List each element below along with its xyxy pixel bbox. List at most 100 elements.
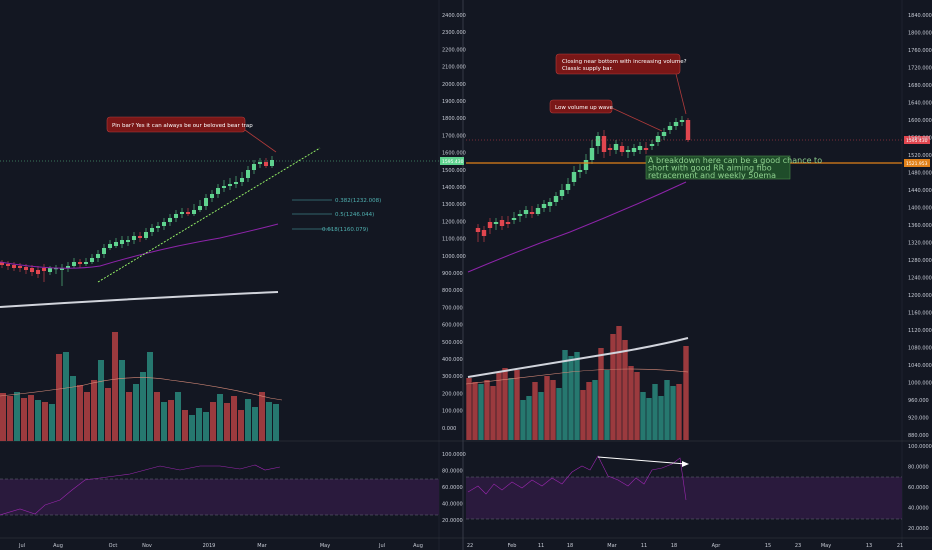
right-candle-body	[589, 148, 595, 160]
right-volume-bar	[664, 380, 670, 440]
left-volume-bar	[203, 412, 209, 441]
left-volume-bar	[49, 404, 55, 441]
right-candle-body	[565, 184, 571, 190]
left-time-tick: Nov	[142, 543, 152, 549]
right-candle-body	[601, 136, 607, 152]
right-volume-bar	[520, 400, 526, 440]
left-volume-bar	[245, 399, 251, 441]
right-price-tag	[904, 136, 930, 144]
right-time-tick: Mar	[607, 543, 617, 549]
left-volume-bar	[273, 404, 279, 441]
left-volume-bar	[161, 402, 167, 441]
right-volume-bar	[472, 382, 478, 440]
right-volume-bar	[538, 392, 544, 440]
right-candle-body	[643, 148, 649, 150]
svg-text:1595.430: 1595.430	[906, 138, 928, 144]
right-candle-body	[595, 136, 601, 146]
left-candle-body	[150, 228, 154, 232]
left-candle-body	[138, 236, 142, 238]
right-volume-bar	[478, 384, 484, 440]
right-volume-bar	[502, 368, 508, 440]
right-time-tick: Apr	[712, 543, 722, 549]
left-candle-body	[78, 262, 82, 264]
left-volume-bar	[259, 392, 265, 441]
right-time-tick: 23	[795, 543, 801, 549]
right-time-tick: 15	[765, 543, 771, 549]
right-volume-bars	[466, 326, 689, 440]
left-price-tick: 1100.000	[442, 237, 466, 243]
left-volume-bar	[112, 332, 118, 441]
left-candle-body	[18, 266, 22, 268]
left-ema-line	[0, 223, 279, 269]
left-volume-bar	[147, 352, 153, 441]
right-volume-bar	[556, 388, 562, 440]
left-rsi-tick: 80.0000	[442, 469, 463, 475]
left-price-tick: 1800.000	[442, 116, 466, 122]
right-note-box[interactable]	[645, 155, 791, 180]
left-candle-body	[264, 162, 268, 166]
left-volume-bar	[119, 360, 125, 441]
left-time-tick: Oct	[109, 543, 118, 549]
left-candle-body	[120, 240, 124, 244]
right-price-tick: 1240.000	[908, 276, 932, 282]
right-volume-bar	[622, 340, 628, 440]
left-candle-body	[156, 226, 160, 228]
right-candle-body	[511, 218, 517, 220]
right-candle-body	[673, 122, 679, 126]
right-rsi-tick: 20.0000	[908, 526, 929, 532]
right-annotation-low-volume[interactable]	[549, 99, 613, 114]
left-time-tick: Jul	[18, 543, 25, 549]
left-volume-bar	[231, 396, 237, 441]
right-level-tag	[904, 159, 930, 167]
right-volume-bar	[658, 396, 664, 440]
right-candle-body	[517, 214, 523, 216]
left-candle-body	[102, 248, 106, 254]
left-candle-body	[24, 267, 28, 270]
left-annotation-box[interactable]	[106, 116, 246, 133]
left-price-tick: 2300.000	[442, 30, 466, 36]
right-volume-bar	[526, 396, 532, 440]
right-volume-bar	[634, 372, 640, 440]
right-volume-bar	[544, 376, 550, 440]
left-volume-bar	[126, 392, 132, 441]
left-rsi-tick: 60.0000	[442, 485, 463, 491]
svg-text:1521.953: 1521.953	[906, 161, 928, 167]
right-candle-body	[685, 120, 691, 140]
right-rsi-tick: 40.0000	[908, 506, 929, 512]
right-candle-body	[559, 190, 565, 196]
left-candle-body	[144, 232, 148, 238]
left-candles	[0, 156, 274, 286]
left-volume-bar	[84, 392, 90, 441]
left-volume-bar	[140, 372, 146, 441]
left-volume-bar	[175, 392, 181, 441]
left-volume-bar	[35, 400, 41, 441]
right-volume-bar	[616, 326, 622, 440]
right-price-tick: 1600.000	[908, 118, 932, 124]
left-price-tick: 2400.000	[442, 13, 466, 19]
right-price-tick: 1200.000	[908, 293, 932, 299]
left-candle-body	[30, 268, 34, 272]
right-candle-body	[679, 120, 685, 122]
right-annotation-supply[interactable]	[555, 53, 681, 75]
right-candle-body	[493, 222, 499, 224]
left-candle-body	[108, 244, 112, 248]
right-time-tick: 11	[641, 543, 647, 549]
right-volume-bar	[598, 348, 604, 440]
right-price-tick: 1320.000	[908, 241, 932, 247]
right-candle-body	[655, 136, 661, 142]
left-volume-bar	[224, 403, 230, 441]
right-candle-body	[667, 126, 673, 130]
left-price-tick: 1900.000	[442, 99, 466, 105]
left-volume-bar	[266, 402, 272, 441]
right-candle-body	[535, 208, 541, 214]
left-price-tick: 100.000	[442, 409, 463, 415]
right-volume-bar	[676, 384, 682, 440]
left-candle-body	[228, 184, 232, 186]
left-volume-bar	[168, 400, 174, 441]
right-candle-body	[625, 150, 631, 152]
right-candle-body	[619, 146, 625, 152]
right-price-tick: 1800.000	[908, 31, 932, 37]
left-volume-bar	[154, 392, 160, 441]
left-volume-bar	[189, 415, 195, 441]
right-volume-bar	[574, 352, 580, 440]
